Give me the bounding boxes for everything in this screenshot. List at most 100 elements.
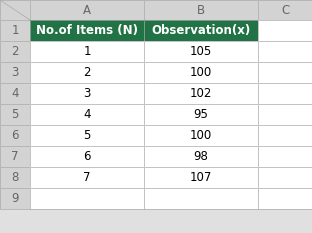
- Bar: [0, 146, 30, 167]
- Bar: [0, 83, 30, 104]
- Bar: [258, 146, 312, 167]
- Bar: [0, 62, 30, 83]
- Bar: [30, 188, 144, 209]
- Bar: [30, 41, 144, 62]
- Bar: [144, 41, 258, 62]
- Text: 95: 95: [193, 108, 208, 121]
- Bar: [30, 167, 144, 188]
- Bar: [0, 0, 30, 20]
- Bar: [258, 0, 312, 20]
- Bar: [0, 0, 30, 20]
- Bar: [258, 104, 312, 125]
- Bar: [30, 41, 144, 62]
- Bar: [30, 83, 144, 104]
- Bar: [30, 20, 144, 41]
- Bar: [0, 167, 30, 188]
- Bar: [144, 20, 258, 41]
- Text: 107: 107: [190, 171, 212, 184]
- Bar: [0, 125, 30, 146]
- Bar: [144, 146, 258, 167]
- Bar: [30, 104, 144, 125]
- Bar: [30, 83, 144, 104]
- Bar: [258, 167, 312, 188]
- Bar: [144, 167, 258, 188]
- Bar: [258, 83, 312, 104]
- Bar: [144, 83, 258, 104]
- Bar: [144, 167, 258, 188]
- Bar: [258, 20, 312, 41]
- Bar: [144, 0, 258, 20]
- Bar: [30, 125, 144, 146]
- Bar: [144, 20, 258, 41]
- Bar: [0, 83, 30, 104]
- Bar: [258, 62, 312, 83]
- Bar: [258, 20, 312, 41]
- Bar: [144, 104, 258, 125]
- Text: 7: 7: [83, 171, 91, 184]
- Text: 102: 102: [190, 87, 212, 100]
- Text: 2: 2: [83, 66, 91, 79]
- Bar: [30, 146, 144, 167]
- Text: 6: 6: [11, 129, 19, 142]
- Bar: [0, 20, 30, 41]
- Text: B: B: [197, 3, 205, 17]
- Bar: [30, 62, 144, 83]
- Bar: [258, 41, 312, 62]
- Bar: [144, 188, 258, 209]
- Text: Observation(x): Observation(x): [151, 24, 251, 37]
- Bar: [0, 62, 30, 83]
- Bar: [144, 104, 258, 125]
- Bar: [258, 188, 312, 209]
- Bar: [144, 0, 258, 20]
- Bar: [144, 146, 258, 167]
- Text: 4: 4: [83, 108, 91, 121]
- Text: 2: 2: [11, 45, 19, 58]
- Text: 3: 3: [83, 87, 91, 100]
- Text: 9: 9: [11, 192, 19, 205]
- Bar: [0, 41, 30, 62]
- Bar: [258, 0, 312, 20]
- Text: 1: 1: [83, 45, 91, 58]
- Bar: [0, 188, 30, 209]
- Text: C: C: [281, 3, 289, 17]
- Text: 7: 7: [11, 150, 19, 163]
- Bar: [30, 0, 144, 20]
- Bar: [30, 104, 144, 125]
- Bar: [0, 125, 30, 146]
- Text: 4: 4: [11, 87, 19, 100]
- Bar: [144, 62, 258, 83]
- Text: A: A: [83, 3, 91, 17]
- Bar: [0, 104, 30, 125]
- Text: 105: 105: [190, 45, 212, 58]
- Bar: [258, 125, 312, 146]
- Text: 8: 8: [11, 171, 19, 184]
- Text: 1: 1: [11, 24, 19, 37]
- Text: 3: 3: [11, 66, 19, 79]
- Bar: [144, 62, 258, 83]
- Text: 5: 5: [83, 129, 91, 142]
- Bar: [144, 125, 258, 146]
- Bar: [144, 83, 258, 104]
- Bar: [30, 62, 144, 83]
- Bar: [258, 146, 312, 167]
- Text: 98: 98: [193, 150, 208, 163]
- Text: 100: 100: [190, 66, 212, 79]
- Bar: [30, 188, 144, 209]
- Bar: [258, 83, 312, 104]
- Bar: [30, 125, 144, 146]
- Bar: [30, 0, 144, 20]
- Bar: [0, 104, 30, 125]
- Bar: [0, 41, 30, 62]
- Text: 100: 100: [190, 129, 212, 142]
- Bar: [144, 41, 258, 62]
- Bar: [258, 104, 312, 125]
- Bar: [30, 167, 144, 188]
- Bar: [258, 62, 312, 83]
- Bar: [144, 188, 258, 209]
- Bar: [30, 20, 144, 41]
- Bar: [258, 167, 312, 188]
- Text: 5: 5: [11, 108, 19, 121]
- Bar: [0, 188, 30, 209]
- Bar: [0, 167, 30, 188]
- Bar: [258, 125, 312, 146]
